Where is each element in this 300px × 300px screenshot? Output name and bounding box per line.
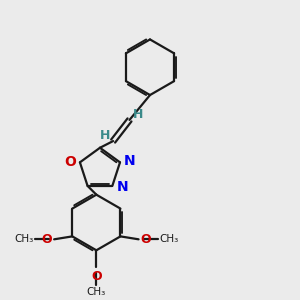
- Text: CH₃: CH₃: [87, 287, 106, 297]
- Text: CH₃: CH₃: [159, 234, 178, 244]
- Text: O: O: [64, 155, 76, 169]
- Text: O: O: [141, 233, 151, 246]
- Text: N: N: [124, 154, 136, 168]
- Text: O: O: [91, 270, 102, 283]
- Text: CH₃: CH₃: [14, 234, 34, 244]
- Text: O: O: [41, 233, 52, 246]
- Text: N: N: [116, 180, 128, 194]
- Text: H: H: [133, 108, 143, 121]
- Text: H: H: [100, 129, 110, 142]
